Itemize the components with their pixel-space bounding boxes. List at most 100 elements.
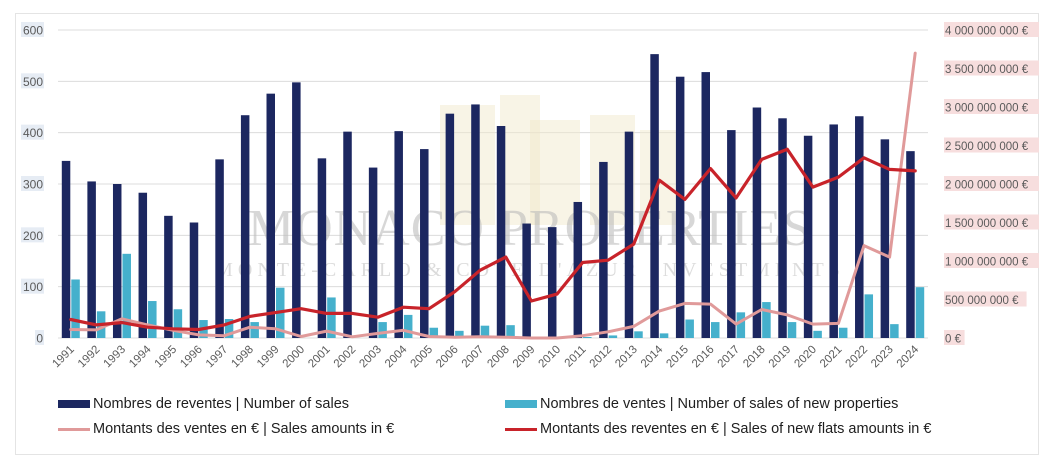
bar-number-of-sales-2020: [803, 135, 813, 338]
right-tick-label: 500 000 000 €: [945, 295, 1019, 307]
right-tick-bg: [944, 22, 1039, 37]
bar-number-of-sales-2021: [829, 124, 838, 338]
bar-new-properties-2005: [429, 327, 439, 338]
line-sales-amounts: [69, 51, 917, 340]
x-tick-label: 1994: [127, 343, 154, 370]
x-tick-label: 1998: [229, 344, 256, 371]
x-tick-label: 2010: [537, 344, 564, 371]
x-tick-label: 1992: [76, 344, 103, 371]
bar-new-properties-2008: [506, 325, 515, 338]
x-tick-label: 2007: [460, 344, 487, 371]
x-tick-label: 2004: [383, 343, 410, 370]
line-new-flats-amounts: [69, 147, 917, 332]
bar-new-properties-2012: [608, 335, 618, 338]
right-tick-bg: [944, 291, 1027, 307]
x-tick-label: 2017: [716, 344, 743, 371]
bar-number-of-sales-2004: [394, 131, 403, 338]
left-tick-bg: [21, 278, 44, 294]
bar-new-properties-2001: [327, 297, 336, 338]
bar-new-properties-2007: [480, 325, 490, 338]
left-tick-bg: [35, 330, 44, 345]
legend-label: Nombres de ventes | Number of sales of n…: [540, 396, 899, 412]
bar-number-of-sales-2017: [727, 130, 736, 338]
bar-new-properties-2020: [813, 330, 822, 338]
bar-new-properties-2004: [403, 314, 413, 338]
legend-item-sales-amounts: Montants des ventes en € | Sales amounts…: [58, 421, 394, 437]
bar-number-of-sales-1993: [112, 184, 122, 338]
bar-new-properties-2013: [634, 331, 643, 338]
right-tick-label: 1 000 000 000 €: [945, 257, 1029, 269]
x-tick-label: 1991: [50, 344, 77, 371]
x-tick-label: 2014: [639, 343, 666, 370]
right-tick-bg: [944, 253, 1039, 268]
right-tick-label: 3 500 000 000 €: [945, 64, 1029, 76]
x-tick-label: 2019: [767, 344, 794, 371]
right-tick-bg: [944, 214, 1039, 230]
left-tick-bg: [21, 176, 44, 191]
bar-number-of-sales-1999: [266, 93, 275, 338]
bar-new-properties-2023: [890, 324, 899, 338]
x-tick-label: 2011: [563, 344, 589, 370]
x-tick-label: 2023: [869, 344, 896, 371]
bar-new-properties-2015: [685, 319, 694, 338]
bar-number-of-sales-2002: [343, 131, 352, 338]
watermark-building: [500, 95, 540, 225]
bar-new-properties-2018: [762, 302, 771, 338]
bar-new-properties-2011: [583, 336, 592, 338]
bar-number-of-sales-2024: [906, 151, 915, 338]
bar-new-properties-2022: [864, 294, 874, 338]
right-tick-label: 4 000 000 000 €: [945, 26, 1029, 38]
right-tick-label: 3 000 000 000 €: [945, 103, 1029, 115]
bar-new-properties-2017: [736, 312, 746, 338]
left-axis: 0 100 200 300 400 500 600: [21, 22, 44, 346]
bar-new-properties-2024: [915, 287, 925, 338]
bar-number-of-sales-2003: [368, 167, 378, 338]
legend-item-new-flats-amounts: Montants des reventes en € | Sales of ne…: [505, 421, 931, 437]
bar-number-of-sales-2016: [701, 72, 710, 339]
bar-new-properties-1994: [148, 301, 157, 338]
left-tick-label: 400: [23, 126, 43, 140]
x-tick-label: 2018: [741, 344, 768, 371]
bar-number-of-sales-1994: [138, 192, 148, 338]
x-tick-label: 1995: [153, 344, 180, 371]
legend-swatch-sales-amounts: [58, 427, 90, 431]
bar-new-properties-1991: [71, 279, 80, 338]
right-axis: 0 € 500 000 000 € 1 000 000 000 € 1 500 000…: [944, 22, 1039, 346]
right-tick-bg: [944, 176, 1039, 191]
x-tick-label: 2003: [357, 344, 384, 371]
lines: [69, 51, 917, 340]
bar-new-properties-2021: [838, 327, 848, 338]
right-tick-label: 0 €: [945, 334, 962, 346]
x-tick-label: 2002: [332, 344, 359, 371]
left-tick-label: 300: [23, 178, 43, 192]
bar-new-properties-2019: [787, 322, 797, 338]
x-tick-label: 2016: [690, 344, 717, 371]
bar-new-properties-1995: [173, 309, 183, 338]
left-tick-bg: [21, 227, 44, 243]
right-tick-label: 2 500 000 000 €: [945, 141, 1029, 153]
bar-number-of-sales-1997: [215, 159, 224, 338]
left-tick-label: 0: [36, 332, 43, 346]
legend-swatch-new-flats-amounts: [505, 427, 537, 431]
x-tick-label: 1996: [178, 344, 205, 371]
x-tick-label: 2001: [306, 344, 333, 371]
right-tick-bg: [944, 137, 1039, 153]
left-tick-bg: [21, 73, 44, 89]
bar-number-of-sales-1996: [189, 222, 199, 338]
bar-number-of-sales-2013: [624, 131, 634, 338]
legend-item-number-of-new-sales: Nombres de ventes | Number of sales of n…: [505, 396, 898, 412]
x-tick-label: 2022: [844, 344, 871, 371]
bar-new-properties-1993: [122, 253, 131, 338]
x-axis: 1991 1992 1993 1994 1995 1996 1997 1998 1999 2000…: [50, 343, 921, 370]
bar-number-of-sales-2009: [522, 223, 531, 338]
x-tick-label: 2024: [895, 343, 922, 370]
bar-number-of-sales-2001: [317, 158, 327, 338]
bar-number-of-sales-2005: [420, 149, 429, 338]
bar-number-of-sales-2012: [599, 161, 608, 338]
x-tick-label: 2021: [818, 344, 845, 371]
bar-number-of-sales-2022: [855, 116, 864, 339]
bar-number-of-sales-2023: [880, 139, 890, 338]
bar-number-of-sales-1995: [164, 215, 173, 338]
x-tick-label: 2012: [588, 344, 615, 371]
x-tick-label: 1993: [102, 344, 129, 371]
